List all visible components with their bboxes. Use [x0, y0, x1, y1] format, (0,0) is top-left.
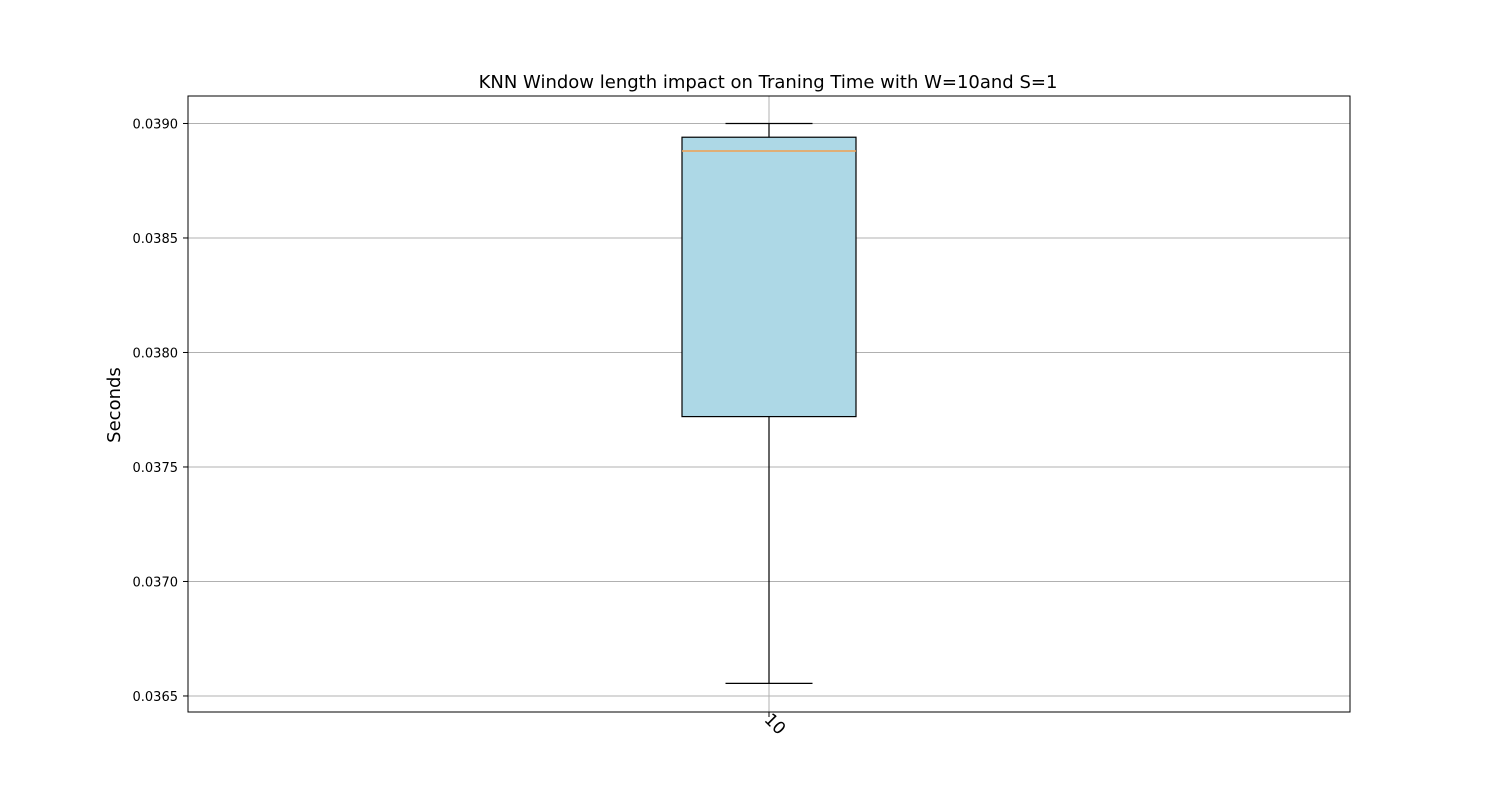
- y-axis-label: Seconds: [104, 367, 125, 443]
- y-tick-label: 0.0370: [133, 575, 179, 590]
- y-tick-label: 0.0390: [133, 117, 179, 132]
- box-iqr: [681, 136, 857, 418]
- x-tick-label: 10: [760, 710, 789, 739]
- chart-title: KNN Window length impact on Traning Time…: [479, 72, 1058, 93]
- y-tick-label: 0.0385: [133, 232, 179, 247]
- box-plot: [681, 122, 857, 684]
- y-tick-label: 0.0375: [133, 461, 179, 476]
- y-tick-label: 0.0380: [133, 346, 179, 361]
- y-tick-label: 0.0365: [133, 690, 179, 705]
